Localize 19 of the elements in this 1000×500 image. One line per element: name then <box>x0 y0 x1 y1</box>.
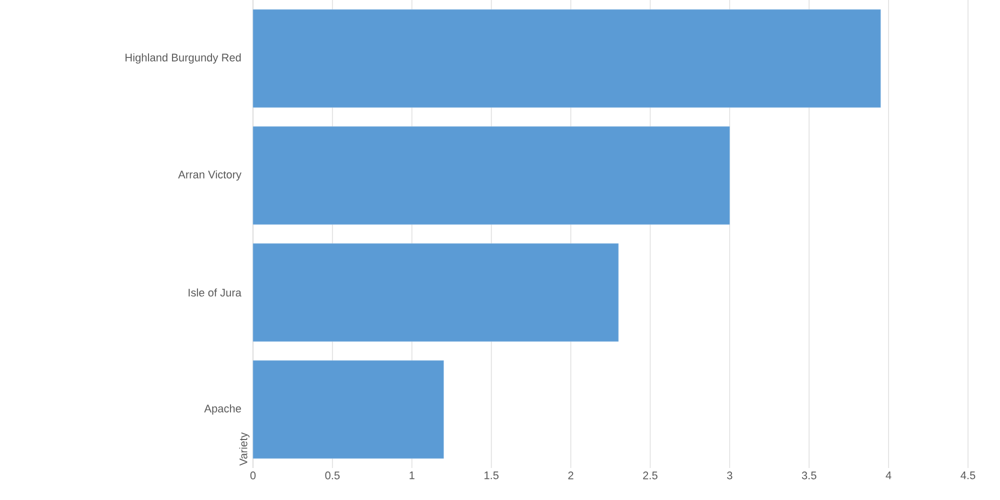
bar <box>252 360 444 459</box>
x-tick-label: 4 <box>886 472 892 480</box>
x-tick-label: 1 <box>410 472 414 480</box>
y-tick-label: Arran Victory <box>178 170 242 181</box>
x-tick-label: 2.5 <box>643 472 658 480</box>
bar <box>252 9 881 108</box>
x-tick-label: 1.5 <box>484 472 499 480</box>
x-tick-label: 3.5 <box>802 472 816 480</box>
y-axis-title: Variety <box>239 432 250 466</box>
y-tick-label: Isle of Jura <box>188 288 242 297</box>
y-tick-label: Apache <box>204 404 241 415</box>
x-tick-label: 3 <box>727 472 732 480</box>
x-tick-label: 0.5 <box>325 472 340 480</box>
y-tick-label: Highland Burgundy Red <box>126 53 241 64</box>
bar <box>252 126 730 225</box>
x-tick-label: 0 <box>250 472 256 480</box>
x-tick-label: 2 <box>568 472 574 480</box>
x-tick-label: 4.5 <box>960 472 976 480</box>
bar <box>252 243 619 342</box>
